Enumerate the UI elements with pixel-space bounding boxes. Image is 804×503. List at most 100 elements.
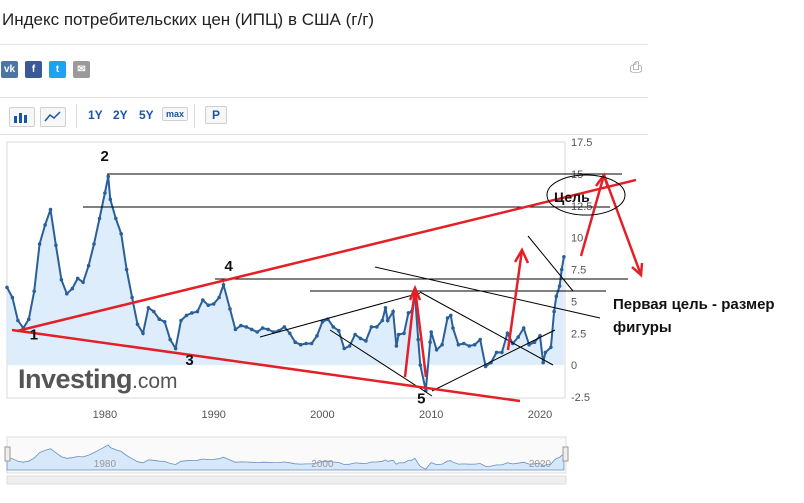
data-point bbox=[364, 339, 368, 343]
y-tick-label: 0 bbox=[571, 360, 577, 372]
data-point bbox=[16, 318, 20, 323]
vk-share-button[interactable]: vk bbox=[1, 61, 18, 78]
data-point bbox=[135, 322, 140, 327]
arrow-5-up-head bbox=[408, 284, 422, 301]
data-point bbox=[184, 313, 189, 318]
data-point bbox=[505, 331, 510, 336]
data-point bbox=[141, 331, 145, 336]
data-point bbox=[337, 328, 341, 333]
data-point bbox=[173, 346, 178, 351]
data-point bbox=[130, 295, 134, 300]
navigator-left-handle[interactable] bbox=[4, 446, 11, 462]
cpi-line bbox=[6, 176, 565, 391]
data-point bbox=[266, 327, 270, 332]
email-share-button[interactable]: ✉ bbox=[73, 61, 90, 78]
data-point bbox=[394, 344, 399, 348]
x-tick-label: 1990 bbox=[201, 409, 225, 421]
plot-frame bbox=[6, 141, 566, 399]
data-point bbox=[97, 216, 102, 221]
data-point bbox=[418, 363, 423, 367]
navigator[interactable]: 1980 2000 2020 bbox=[4, 436, 569, 485]
data-point bbox=[391, 309, 395, 314]
data-point bbox=[541, 360, 545, 365]
data-point bbox=[37, 242, 42, 246]
wave-label-2: 2 bbox=[101, 148, 109, 165]
data-point bbox=[201, 298, 205, 302]
header-divider bbox=[0, 44, 648, 45]
note-line-1: Первая цель - размер bbox=[613, 296, 775, 313]
y-tick-label: 5 bbox=[571, 296, 577, 308]
data-point bbox=[494, 350, 499, 355]
area-chart-icon[interactable] bbox=[40, 107, 66, 127]
data-point bbox=[48, 207, 53, 212]
data-point bbox=[543, 350, 548, 355]
data-point bbox=[5, 285, 9, 290]
arrow-mid-up-head bbox=[513, 247, 530, 264]
data-point bbox=[255, 330, 259, 334]
x-tick-label: 1980 bbox=[93, 409, 117, 421]
arrow-down bbox=[602, 174, 643, 276]
data-point bbox=[81, 280, 85, 285]
data-point bbox=[500, 350, 504, 355]
arrow-mid-up bbox=[506, 249, 524, 351]
data-point bbox=[282, 325, 287, 329]
x-tick-label: 2010 bbox=[419, 409, 443, 421]
data-point bbox=[233, 327, 238, 332]
data-point bbox=[65, 291, 69, 296]
data-point bbox=[406, 311, 411, 315]
range-1y-button[interactable]: 1Y bbox=[88, 108, 103, 122]
facebook-share-button[interactable]: f bbox=[25, 61, 42, 78]
data-point bbox=[347, 344, 352, 348]
data-point bbox=[532, 340, 537, 345]
data-point bbox=[440, 342, 444, 347]
data-point bbox=[32, 289, 36, 294]
data-point bbox=[43, 223, 47, 227]
data-point bbox=[402, 331, 406, 336]
data-point bbox=[315, 334, 319, 338]
data-point bbox=[396, 332, 401, 337]
data-point bbox=[59, 277, 64, 282]
data-point bbox=[10, 295, 15, 300]
navigator-tick-label: 2000 bbox=[311, 459, 334, 470]
navigator-right-handle[interactable] bbox=[562, 446, 569, 462]
data-point bbox=[462, 341, 466, 346]
data-point bbox=[103, 191, 107, 195]
x-tick-label: 2000 bbox=[310, 409, 334, 421]
range-max-button[interactable]: max bbox=[162, 107, 189, 121]
navigator-scrollbar[interactable] bbox=[6, 475, 567, 485]
data-point bbox=[342, 346, 347, 351]
pattern-line-d bbox=[329, 329, 433, 397]
data-point bbox=[86, 263, 91, 268]
data-point bbox=[228, 307, 232, 311]
arrow-down-head bbox=[631, 262, 644, 278]
twitter-share-button[interactable]: t bbox=[49, 61, 66, 78]
range-5y-button[interactable]: 5Y bbox=[139, 108, 154, 122]
y-tick-label: -2.5 bbox=[571, 392, 590, 404]
pattern-line-e bbox=[431, 329, 556, 392]
data-point bbox=[179, 318, 183, 323]
data-point bbox=[549, 345, 553, 350]
data-point bbox=[190, 311, 194, 315]
navigator-tick-label: 1980 bbox=[94, 459, 117, 470]
p-button[interactable]: P bbox=[205, 106, 228, 124]
data-point bbox=[557, 284, 562, 288]
printer-icon[interactable]: ⎙ bbox=[630, 59, 643, 76]
bar-chart-icon[interactable] bbox=[9, 107, 35, 127]
investing-watermark: Investing.com bbox=[18, 364, 178, 394]
data-point bbox=[467, 344, 472, 348]
data-point bbox=[416, 337, 421, 342]
data-point bbox=[108, 197, 113, 202]
toolbar-separator bbox=[194, 104, 195, 128]
wave-label-1: 1 bbox=[30, 327, 38, 344]
toolbar-separator bbox=[76, 104, 77, 128]
range-2y-button[interactable]: 2Y bbox=[113, 108, 128, 122]
data-point bbox=[320, 320, 325, 324]
data-point bbox=[239, 323, 243, 328]
arrow-goal-up bbox=[579, 174, 606, 257]
data-point bbox=[244, 325, 249, 329]
data-point bbox=[385, 318, 390, 323]
data-point bbox=[75, 276, 80, 281]
data-point bbox=[353, 332, 357, 337]
x-tick-label: 2020 bbox=[528, 409, 552, 421]
